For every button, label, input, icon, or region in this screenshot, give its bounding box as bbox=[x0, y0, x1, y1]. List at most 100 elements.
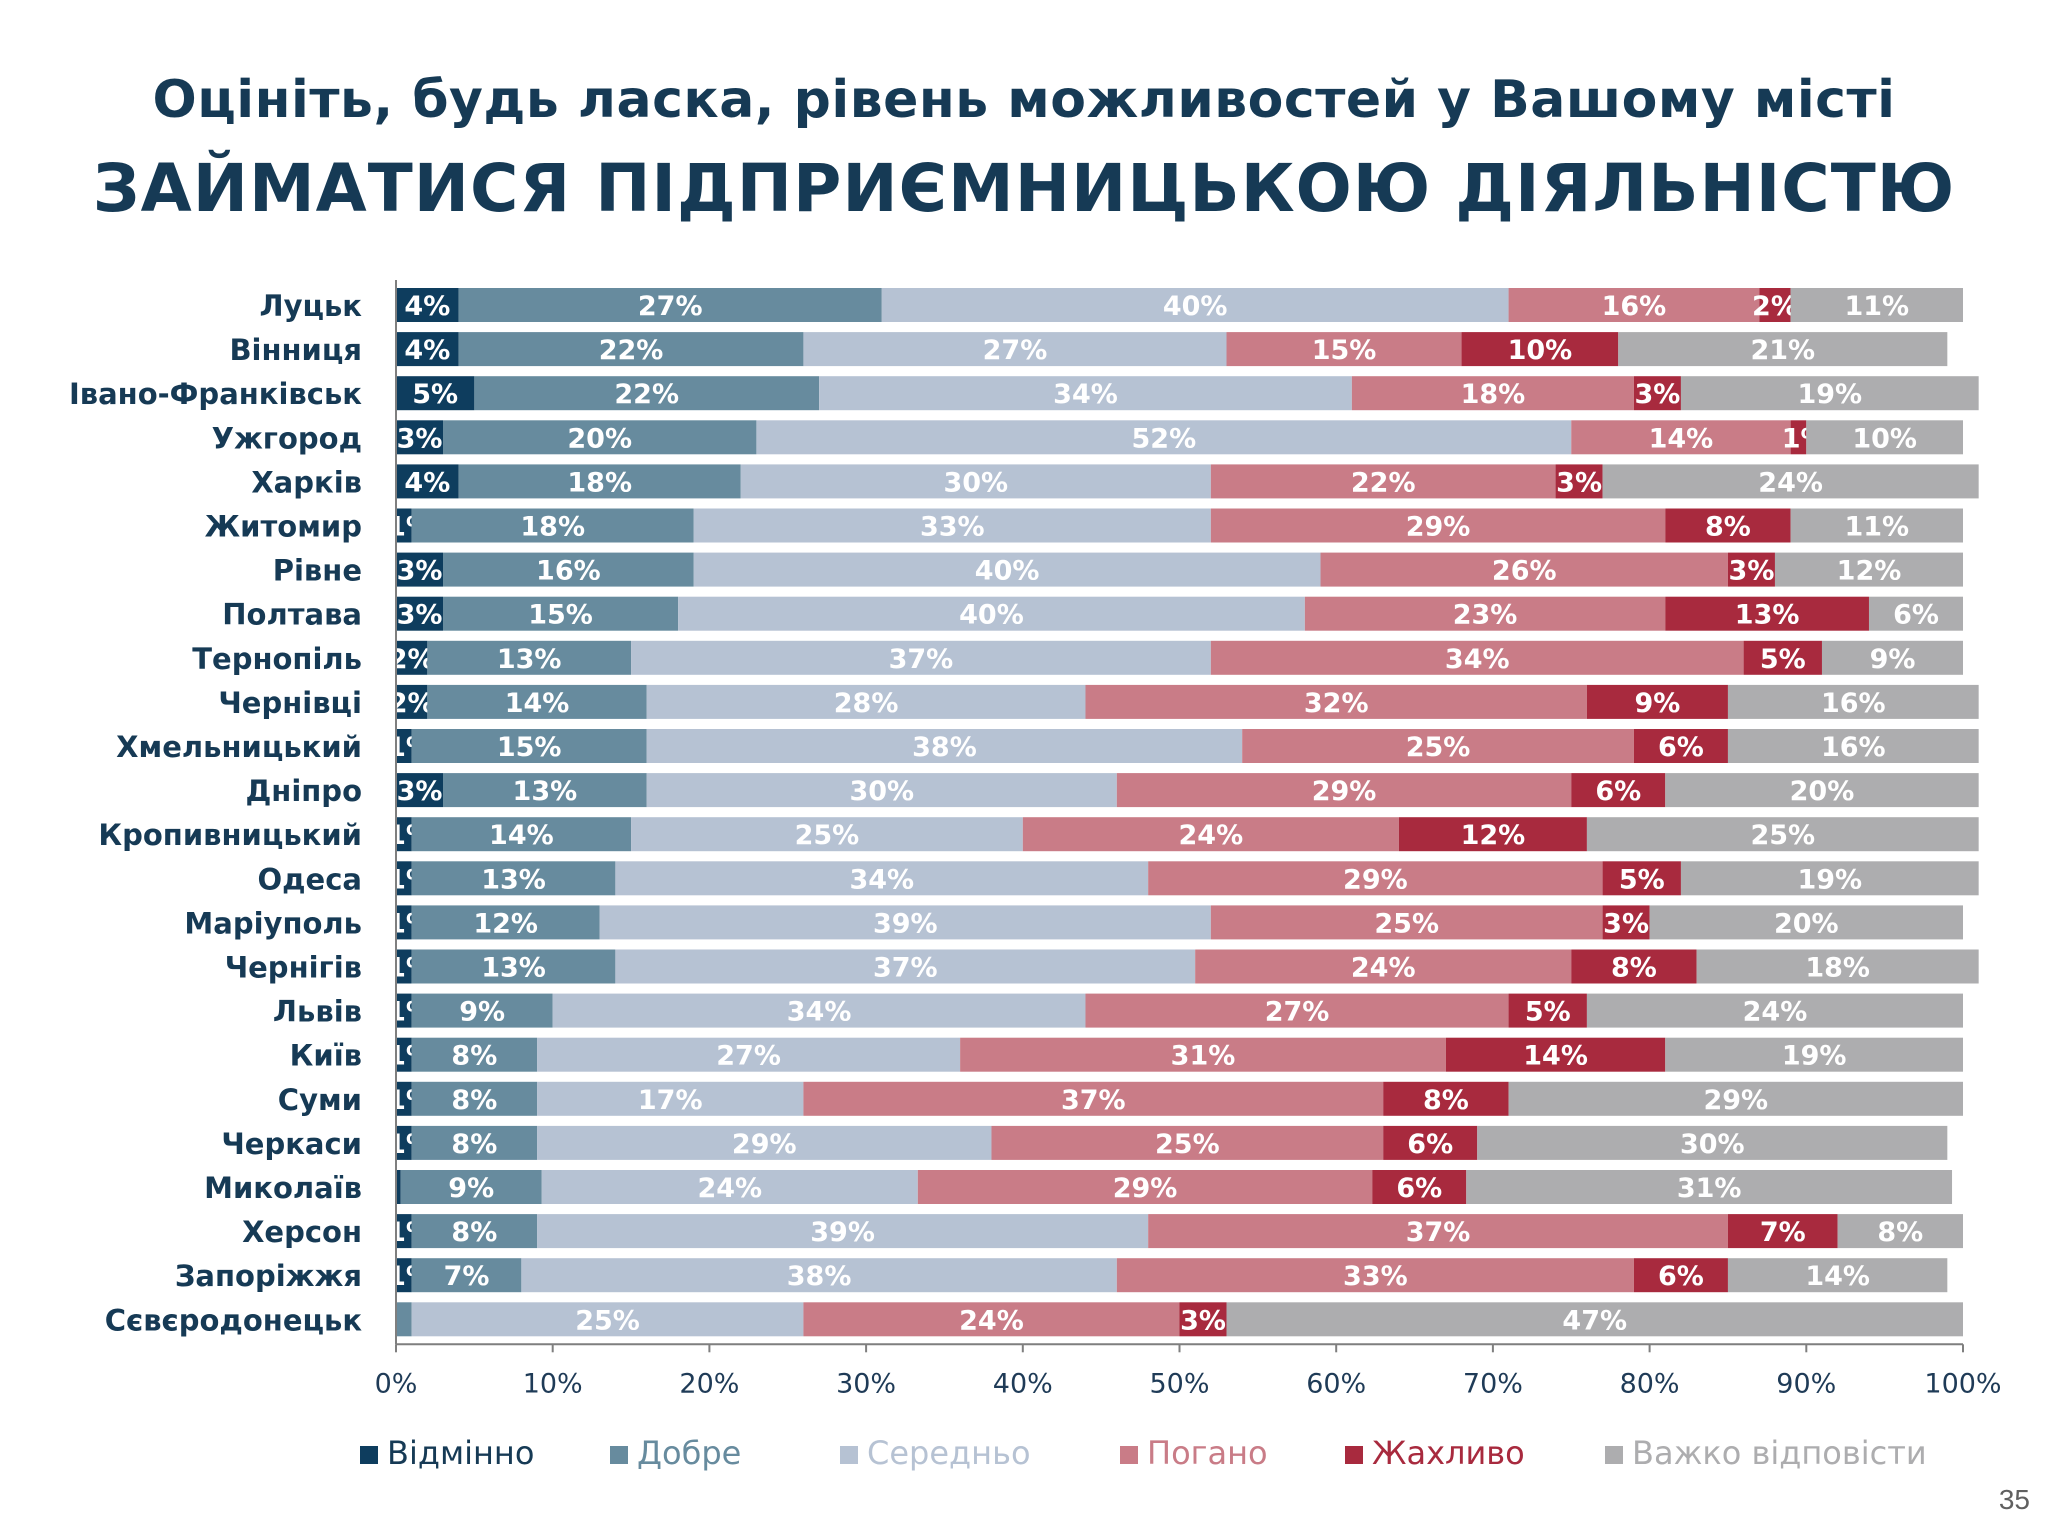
data-label: 30% bbox=[943, 467, 1008, 498]
data-label: 24% bbox=[1351, 953, 1416, 984]
data-label: 16% bbox=[1821, 688, 1886, 719]
data-label: 3% bbox=[1556, 467, 1602, 498]
bar-segment bbox=[396, 684, 428, 719]
bar-segment bbox=[1696, 949, 1979, 984]
data-label: 14% bbox=[1649, 423, 1714, 454]
bar-segment bbox=[693, 508, 1211, 543]
legend-label: Важко відповісти bbox=[1632, 1434, 1927, 1472]
data-label: 11% bbox=[1844, 512, 1909, 543]
bar-segment bbox=[396, 1258, 412, 1293]
bar-segment bbox=[396, 1037, 412, 1072]
data-label: 13% bbox=[497, 644, 562, 675]
data-label: 24% bbox=[959, 1305, 1024, 1336]
bar-segment bbox=[396, 729, 412, 763]
bar-segment bbox=[1555, 464, 1603, 499]
category-label: Вінниця bbox=[229, 333, 362, 367]
data-label: 2% bbox=[1752, 291, 1798, 322]
data-label: 7% bbox=[1760, 1217, 1806, 1248]
data-label: 18% bbox=[520, 512, 585, 543]
data-label: 25% bbox=[1750, 820, 1815, 851]
data-label: 3% bbox=[397, 600, 443, 631]
data-label: 33% bbox=[1343, 1261, 1408, 1292]
data-label: 25% bbox=[1406, 732, 1471, 763]
bar-segment bbox=[474, 376, 820, 411]
data-label: 25% bbox=[795, 820, 860, 851]
bar-segment bbox=[693, 552, 1321, 587]
legend-label: Середньо bbox=[867, 1434, 1031, 1472]
category-label: Суми bbox=[278, 1083, 362, 1117]
data-label: 47% bbox=[1562, 1305, 1627, 1336]
bar-segment bbox=[396, 420, 444, 455]
data-label: 27% bbox=[1265, 997, 1330, 1028]
category-label: Кропивницький bbox=[98, 818, 362, 852]
data-label: 4% bbox=[404, 291, 450, 322]
bar-segment bbox=[1633, 729, 1728, 763]
data-label: 33% bbox=[920, 512, 985, 543]
bar-segment bbox=[1571, 420, 1791, 455]
bar-segment bbox=[1085, 684, 1587, 719]
data-label: 3% bbox=[1180, 1305, 1226, 1336]
bar-segment bbox=[1148, 1214, 1728, 1249]
bar-segment bbox=[1571, 949, 1697, 984]
x-tick-label: 90% bbox=[1776, 1368, 1836, 1399]
data-label: 9% bbox=[459, 997, 505, 1028]
bar-segment bbox=[396, 949, 412, 984]
bar-segment bbox=[1226, 1302, 1963, 1337]
bar-segment bbox=[537, 1081, 804, 1116]
bar-segment bbox=[1586, 817, 1979, 852]
data-label: 19% bbox=[1797, 864, 1862, 895]
bar-segment bbox=[396, 552, 444, 587]
data-label: 15% bbox=[528, 600, 593, 631]
category-label: Харків bbox=[251, 465, 362, 499]
bar-segment bbox=[1242, 729, 1634, 763]
bar-segment bbox=[537, 1214, 1149, 1249]
bar-segment bbox=[881, 288, 1509, 322]
bar-segment bbox=[1602, 464, 1979, 499]
data-label: 37% bbox=[889, 644, 954, 675]
category-label: Маріуполь bbox=[184, 906, 362, 940]
bar-segment bbox=[396, 773, 444, 808]
data-label: 34% bbox=[1053, 379, 1118, 410]
data-label: 15% bbox=[1312, 335, 1377, 366]
bar-segment bbox=[803, 332, 1227, 367]
bar-segment bbox=[1085, 993, 1509, 1028]
bar-segment bbox=[396, 596, 444, 631]
bar-segment bbox=[1774, 552, 1963, 587]
data-label: 34% bbox=[849, 864, 914, 895]
data-label: 24% bbox=[1743, 997, 1808, 1028]
data-label: 13% bbox=[1735, 600, 1800, 631]
bar-segment bbox=[803, 1081, 1384, 1116]
bar-segment bbox=[1210, 464, 1556, 499]
data-label: 27% bbox=[716, 1041, 781, 1072]
data-label: 12% bbox=[1461, 820, 1526, 851]
data-label: 28% bbox=[834, 688, 899, 719]
data-label: 9% bbox=[1635, 688, 1681, 719]
bar-segment bbox=[1665, 1037, 1963, 1072]
data-label: 31% bbox=[1677, 1173, 1742, 1204]
bar-segment bbox=[1806, 420, 1963, 455]
data-label: 3% bbox=[1635, 379, 1681, 410]
data-label: 52% bbox=[1132, 423, 1197, 454]
data-label: 13% bbox=[513, 776, 578, 807]
data-label: 16% bbox=[1602, 291, 1667, 322]
bar-segment bbox=[411, 861, 616, 896]
data-label: 22% bbox=[599, 335, 664, 366]
bar-segment bbox=[646, 684, 1086, 719]
data-label: 20% bbox=[567, 423, 632, 454]
data-label: 18% bbox=[1461, 379, 1526, 410]
bar-segment bbox=[1633, 376, 1681, 411]
data-label: 29% bbox=[1703, 1085, 1768, 1116]
category-label: Чернівці bbox=[218, 686, 362, 720]
bar-segment bbox=[1727, 1214, 1838, 1249]
data-label: 38% bbox=[912, 732, 977, 763]
bar-segment bbox=[1790, 288, 1963, 322]
bar-segment bbox=[396, 817, 412, 852]
bar-segment bbox=[411, 1125, 538, 1160]
data-label: 14% bbox=[489, 820, 554, 851]
bar-segment bbox=[1383, 1125, 1478, 1160]
bar-segment bbox=[1602, 861, 1681, 896]
category-label: Івано-Франківськ bbox=[69, 377, 362, 411]
bar-segment bbox=[400, 1170, 542, 1204]
data-label: 17% bbox=[638, 1085, 703, 1116]
data-label: 29% bbox=[1343, 864, 1408, 895]
